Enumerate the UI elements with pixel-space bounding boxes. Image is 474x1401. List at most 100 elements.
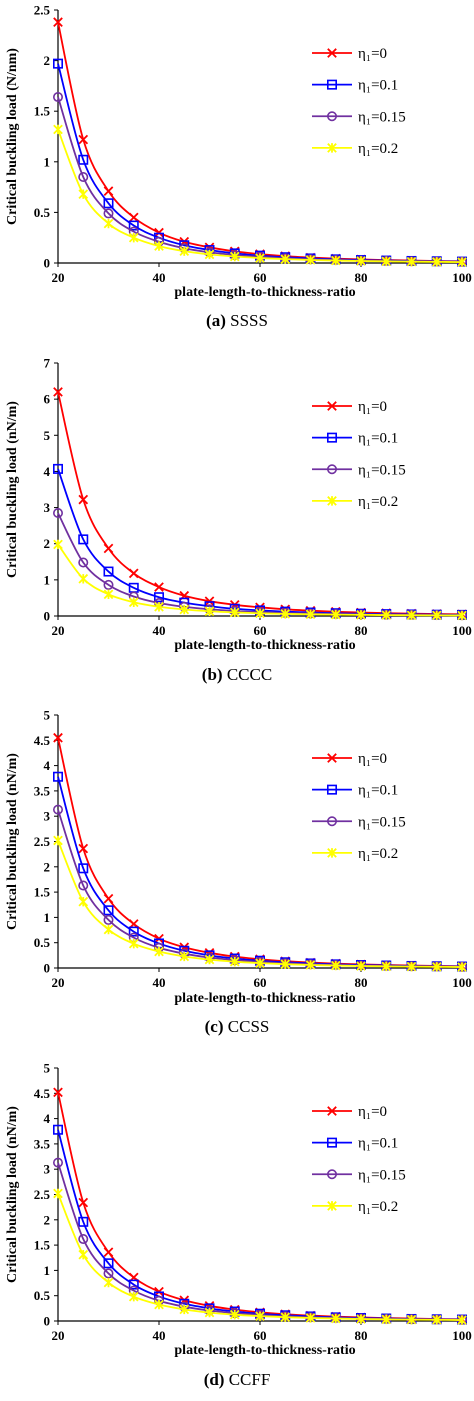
x-tick-label: 80 <box>355 623 368 638</box>
data-point <box>431 257 442 267</box>
legend-marker <box>326 1169 337 1180</box>
x-tick-label: 100 <box>452 1328 472 1343</box>
data-point <box>356 256 366 266</box>
legend-label: η₁=0.2 <box>358 141 398 157</box>
caption-d-letter: (d) <box>203 1370 225 1389</box>
data-point <box>53 732 63 743</box>
legend-marker <box>326 79 337 90</box>
y-tick-label: 1.5 <box>34 1238 51 1253</box>
data-point <box>305 1313 316 1323</box>
data-point <box>154 601 164 612</box>
data-point <box>78 171 89 182</box>
legend-marker <box>326 816 337 827</box>
x-tick-label: 20 <box>52 1328 65 1343</box>
caption-a-name: SSSS <box>230 311 268 330</box>
caption-d-name: CCFF <box>228 1370 271 1389</box>
data-point <box>103 1247 114 1258</box>
data-point <box>204 606 215 617</box>
x-tick-label: 40 <box>153 270 166 285</box>
data-point <box>52 804 63 815</box>
legend-marker <box>326 784 337 795</box>
data-point <box>431 610 442 621</box>
data-point <box>154 592 165 603</box>
y-tick-label: 4.5 <box>34 733 51 748</box>
caption-b: (b) CCCC <box>0 665 474 685</box>
data-point <box>128 597 139 608</box>
data-point <box>103 186 114 196</box>
data-point <box>330 1313 341 1324</box>
legend-marker <box>327 1106 337 1116</box>
data-point <box>52 1124 63 1135</box>
y-tick-label: 0 <box>44 256 51 271</box>
x-tick-label: 40 <box>153 623 166 638</box>
data-point <box>255 1311 265 1321</box>
legend-label: η₁=0.15 <box>358 1167 406 1183</box>
data-point <box>78 534 89 545</box>
x-tick-label: 100 <box>452 623 472 638</box>
y-tick-label: 3.5 <box>34 783 51 798</box>
x-tick-label: 80 <box>355 1328 368 1343</box>
data-point <box>103 914 114 925</box>
legend-marker <box>327 48 337 58</box>
y-tick-label: 4.5 <box>34 1086 51 1101</box>
data-point <box>52 507 63 518</box>
caption-d: (d) CCFF <box>0 1370 474 1390</box>
legend-label: η₁=0.2 <box>358 494 398 510</box>
data-point <box>204 1307 215 1318</box>
y-tick-label: 1 <box>44 154 51 169</box>
data-point <box>128 212 139 223</box>
data-point <box>128 938 139 949</box>
data-point <box>179 604 190 615</box>
data-point <box>53 17 63 27</box>
x-tick-label: 60 <box>254 270 267 285</box>
x-axis-title: plate-length-to-thickness-ratio <box>174 285 355 300</box>
data-point <box>103 208 114 219</box>
data-point <box>103 893 114 904</box>
legend-label: η₁=0.1 <box>358 783 398 799</box>
data-point <box>280 254 291 264</box>
series-line <box>57 1129 463 1321</box>
data-point <box>52 771 63 782</box>
data-point <box>103 579 114 590</box>
y-tick-label: 2.5 <box>34 3 51 18</box>
data-point <box>179 1304 190 1315</box>
data-point <box>52 92 63 103</box>
data-point <box>78 1216 89 1227</box>
data-point <box>457 1315 467 1325</box>
x-tick-label: 60 <box>254 1328 267 1343</box>
data-point <box>229 956 240 967</box>
data-point <box>229 251 240 262</box>
y-tick-label: 4 <box>44 1111 51 1126</box>
y-tick-label: 0.5 <box>34 205 51 220</box>
y-tick-label: 2.5 <box>34 1187 51 1202</box>
data-point <box>78 880 89 891</box>
series-3 <box>53 1188 467 1325</box>
data-point <box>78 1234 89 1245</box>
legend-label: η₁=0 <box>358 46 387 62</box>
y-tick-label: 6 <box>44 392 51 407</box>
y-tick-label: 2 <box>44 859 51 874</box>
x-tick-label: 80 <box>355 975 368 990</box>
caption-b-name: CCCC <box>226 665 273 684</box>
data-point <box>103 1268 114 1279</box>
y-tick-label: 0.5 <box>34 935 51 950</box>
data-point <box>381 961 392 972</box>
legend-label: η₁=0 <box>358 1104 387 1120</box>
y-tick-label: 7 <box>44 356 51 371</box>
data-point <box>154 1299 164 1310</box>
legend-label: η₁=0 <box>358 399 387 415</box>
data-point <box>154 241 164 251</box>
data-point <box>154 227 164 238</box>
data-point <box>103 566 114 577</box>
y-tick-label: 3 <box>44 500 51 515</box>
y-tick-label: 2.5 <box>34 834 51 849</box>
legend-marker <box>326 111 337 122</box>
data-point <box>406 256 417 267</box>
caption-a: (a) SSSS <box>0 311 474 331</box>
y-tick-label: 3 <box>44 1162 51 1177</box>
